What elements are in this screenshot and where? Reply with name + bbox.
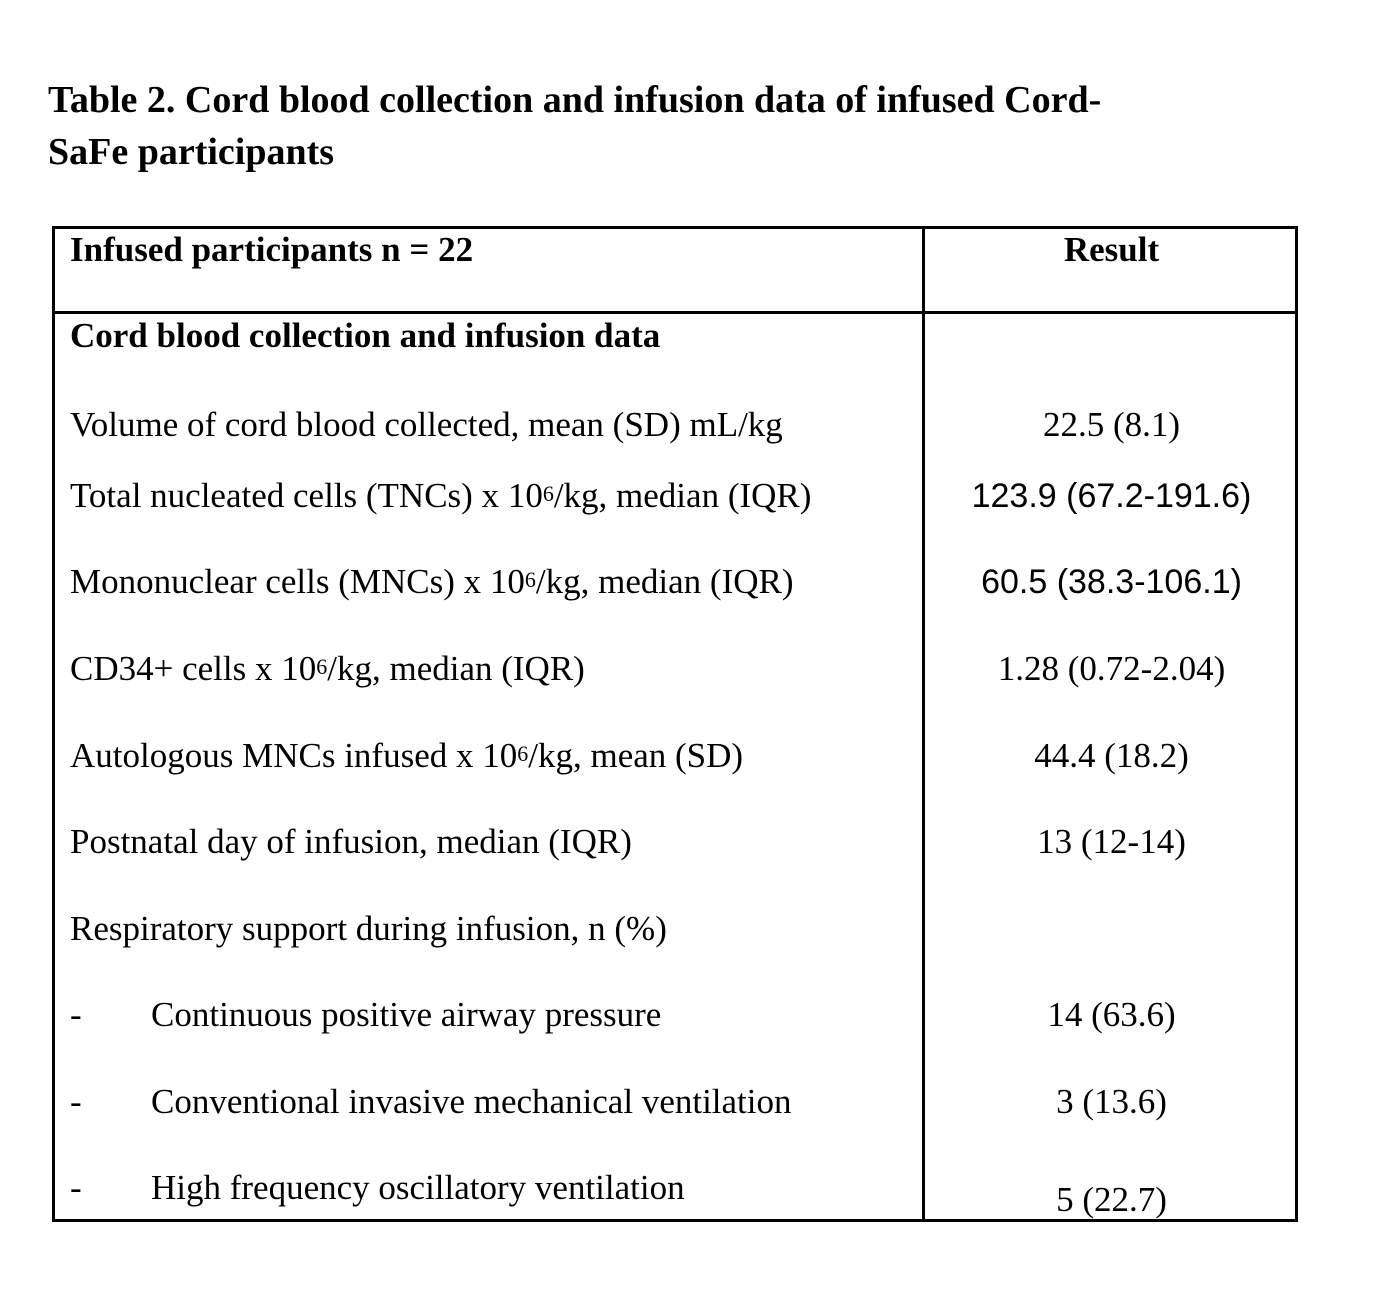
row-label-mncs: Mononuclear cells (MNCs) x 106/kg, media…: [70, 562, 794, 601]
header-rule: [52, 311, 1298, 314]
row-value-cd34: 1.28 (0.72-2.04): [997, 649, 1226, 688]
sub-row-dash-hfov: -: [70, 1168, 82, 1207]
header-participants: Infused participants n = 22: [70, 230, 474, 269]
section-heading: Cord blood collection and infusion data: [70, 316, 661, 355]
table-title-line-2: SaFe participants: [48, 131, 335, 173]
row-label-postnatal-day: Postnatal day of infusion, median (IQR): [70, 822, 632, 861]
sub-row-label-hfov: High frequency oscillatory ventilation: [151, 1168, 685, 1207]
sub-row-dash-cpap: -: [70, 995, 82, 1034]
row-label-volume: Volume of cord blood collected, mean (SD…: [70, 405, 783, 444]
sub-row-label-conventional: Conventional invasive mechanical ventila…: [151, 1082, 792, 1121]
row-value-volume: 22.5 (8.1): [1042, 405, 1181, 444]
row-value-mncs: 60.5 (38.3-106.1): [981, 563, 1242, 601]
column-divider: [922, 226, 925, 1222]
row-label-tncs: Total nucleated cells (TNCs) x 106/kg, m…: [70, 476, 812, 515]
row-value-tncs: 123.9 (67.2-191.6): [971, 477, 1252, 515]
sub-row-value-conventional: 3 (13.6): [1056, 1082, 1167, 1121]
sub-row-value-hfov: 5 (22.7): [1056, 1180, 1167, 1219]
row-label-cd34: CD34+ cells x 106/kg, median (IQR): [70, 649, 585, 688]
sub-row-dash-conventional: -: [70, 1082, 82, 1121]
row-value-autologous-mncs: 44.4 (18.2): [1034, 736, 1189, 775]
row-value-postnatal-day: 13 (12-14): [1037, 822, 1186, 861]
table-title: Table 2. Cord blood collection and infus…: [48, 74, 1298, 178]
sub-row-label-cpap: Continuous positive airway pressure: [151, 995, 662, 1034]
table-title-line-1: Table 2. Cord blood collection and infus…: [48, 79, 1102, 121]
header-result: Result: [1063, 230, 1160, 269]
row-label-autologous-mncs: Autologous MNCs infused x 106/kg, mean (…: [70, 736, 744, 775]
sub-row-value-cpap: 14 (63.6): [1047, 995, 1176, 1034]
row-label-respiratory-support: Respiratory support during infusion, n (…: [70, 909, 667, 948]
table-frame: [52, 226, 1298, 1222]
